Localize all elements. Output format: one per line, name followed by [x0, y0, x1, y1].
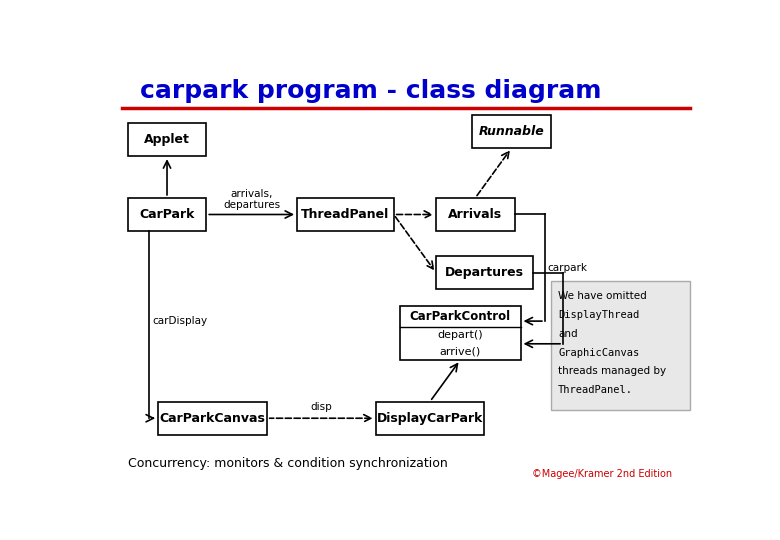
FancyBboxPatch shape: [128, 198, 206, 231]
Text: Runnable: Runnable: [479, 125, 544, 138]
FancyBboxPatch shape: [297, 198, 394, 231]
Text: carDisplay: carDisplay: [152, 315, 207, 326]
Text: Applet: Applet: [144, 133, 190, 146]
FancyBboxPatch shape: [399, 306, 521, 360]
Text: ©Magee/Kramer 2nd Edition: ©Magee/Kramer 2nd Edition: [532, 469, 672, 478]
Text: DisplayThread: DisplayThread: [558, 310, 640, 320]
Text: Concurrency: monitors & condition synchronization: Concurrency: monitors & condition synchr…: [128, 457, 448, 470]
Text: CarParkControl: CarParkControl: [410, 310, 511, 323]
Text: disp: disp: [310, 402, 332, 412]
Text: Departures: Departures: [445, 266, 524, 279]
Text: arrivals,
departures: arrivals, departures: [223, 188, 280, 210]
Text: depart(): depart(): [438, 330, 483, 340]
Text: arrive(): arrive(): [440, 347, 480, 356]
Text: CarPark: CarPark: [140, 208, 195, 221]
FancyBboxPatch shape: [551, 281, 690, 410]
Text: GraphicCanvas: GraphicCanvas: [558, 348, 640, 357]
Text: and: and: [558, 329, 578, 339]
Text: We have omitted: We have omitted: [558, 292, 647, 301]
FancyBboxPatch shape: [436, 198, 515, 231]
FancyBboxPatch shape: [376, 402, 484, 435]
FancyBboxPatch shape: [128, 123, 206, 156]
Text: Arrivals: Arrivals: [448, 208, 502, 221]
Text: ThreadPanel: ThreadPanel: [301, 208, 389, 221]
Text: carpark: carpark: [548, 263, 588, 273]
Text: ThreadPanel.: ThreadPanel.: [558, 385, 633, 395]
FancyBboxPatch shape: [473, 114, 551, 148]
Text: DisplayCarPark: DisplayCarPark: [377, 411, 483, 425]
FancyBboxPatch shape: [158, 402, 267, 435]
Text: CarParkCanvas: CarParkCanvas: [159, 411, 265, 425]
Text: threads managed by: threads managed by: [558, 366, 666, 376]
Text: carpark program - class diagram: carpark program - class diagram: [140, 79, 601, 103]
FancyBboxPatch shape: [436, 256, 533, 289]
